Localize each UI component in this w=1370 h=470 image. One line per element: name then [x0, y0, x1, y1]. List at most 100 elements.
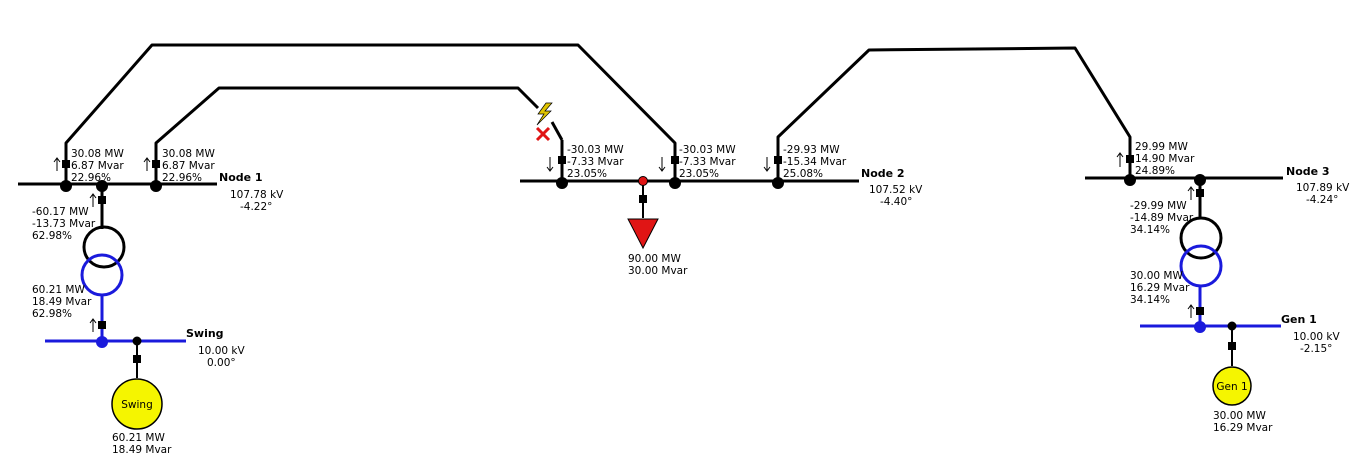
svg-text:62.98%: 62.98% [32, 230, 72, 242]
flow-arrow-icon [53, 157, 61, 171]
svg-text:6.87 Mvar: 6.87 Mvar [71, 160, 124, 172]
flow-arrow-icon [658, 157, 666, 172]
flow-arrow-icon [1187, 186, 1195, 200]
line-node1-node2-inner-open-segment[interactable] [550, 121, 564, 141]
connection-dots [60, 174, 1237, 348]
bus-voltage-node3: 107.89 kV [1296, 182, 1350, 194]
svg-text:34.14%: 34.14% [1130, 224, 1170, 236]
flow-results-n1-outer: 30.08 MW 6.87 Mvar 22.96% [71, 148, 124, 184]
bus-name-node2: Node 2 [861, 167, 905, 180]
load-node2[interactable] [627, 176, 659, 250]
bus-name-gen1: Gen 1 [1281, 313, 1317, 326]
transformer-t2-lv-winding [1179, 244, 1223, 288]
svg-text:29.99 MW: 29.99 MW [1135, 141, 1188, 153]
bus-label-node2: Node 2 107.52 kV -4.40° [861, 167, 923, 208]
svg-text:-7.33 Mvar: -7.33 Mvar [679, 156, 736, 168]
bus-voltage-swing: 10.00 kV [198, 345, 245, 357]
svg-text:16.29 Mvar: 16.29 Mvar [1213, 422, 1273, 434]
flow-results-n2-inner: -30.03 MW -7.33 Mvar 23.05% [567, 144, 624, 180]
generator-swing-results: 60.21 MW 18.49 Mvar [112, 432, 172, 456]
transformer-t2[interactable] [1179, 178, 1223, 326]
svg-text:22.96%: 22.96% [71, 172, 111, 184]
transformer-t1-lv-results: 60.21 MW 18.49 Mvar 62.98% [32, 284, 92, 320]
flow-arrow-icon [763, 157, 771, 172]
bus-name-swing: Swing [186, 327, 224, 340]
svg-text:-15.34 Mvar: -15.34 Mvar [783, 156, 847, 168]
bus-angle-node2: -4.40° [880, 196, 912, 208]
bus-name-node1: Node 1 [219, 171, 263, 184]
load-connection-dot [638, 176, 648, 186]
line-breakers [62, 155, 1134, 168]
breaker-n2-inner[interactable] [558, 156, 566, 164]
line-node2-node3[interactable] [776, 46, 1132, 181]
breaker-n1-outer[interactable] [62, 160, 70, 168]
transformer-t1-hv-winding [82, 225, 126, 269]
svg-text:90.00 MW: 90.00 MW [628, 253, 681, 265]
svg-text:25.08%: 25.08% [783, 168, 823, 180]
transformer-t2-lv-results: 30.00 MW 16.29 Mvar 34.14% [1130, 270, 1190, 306]
bus-voltage-gen1: 10.00 kV [1293, 331, 1340, 343]
bus-label-gen1: Gen 1 10.00 kV -2.15° [1281, 313, 1340, 355]
svg-text:16.29 Mvar: 16.29 Mvar [1130, 282, 1190, 294]
breaker-n2-outer[interactable] [671, 156, 679, 164]
bus-angle-node1: -4.22° [240, 201, 272, 213]
fault-lightning-icon[interactable] [536, 102, 553, 126]
svg-text:23.05%: 23.05% [567, 168, 607, 180]
bus-angle-gen1: -2.15° [1300, 343, 1332, 355]
flow-results-n1-inner: 30.08 MW 6.87 Mvar 22.96% [162, 148, 215, 184]
svg-text:30.00 MW: 30.00 MW [1213, 410, 1266, 422]
flow-arrow-icon [89, 318, 97, 332]
bus-voltage-node2: 107.52 kV [869, 184, 923, 196]
svg-text:22.96%: 22.96% [162, 172, 202, 184]
flow-results-n2-right: -29.93 MW -15.34 Mvar 25.08% [783, 144, 847, 180]
svg-text:24.89%: 24.89% [1135, 165, 1175, 177]
transformer-t2-hv-winding [1179, 216, 1223, 260]
svg-text:18.49 Mvar: 18.49 Mvar [32, 296, 92, 308]
breaker-load[interactable] [639, 195, 647, 203]
breaker-n3-left[interactable] [1126, 155, 1134, 163]
bus-label-swing: Swing 10.00 kV 0.00° [186, 327, 245, 369]
switch-open-icon[interactable] [535, 126, 551, 142]
breaker-t2-lv[interactable] [1196, 307, 1204, 315]
svg-text:-14.89 Mvar: -14.89 Mvar [1130, 212, 1194, 224]
generator-gen1[interactable]: Gen 1 [1212, 326, 1252, 406]
flow-arrow-icon [546, 157, 554, 172]
generator-swing-label: Swing [121, 399, 153, 411]
line-node1-node2-outer[interactable] [64, 43, 677, 184]
breaker-swing-gen[interactable] [133, 355, 141, 363]
transmission-lines [64, 43, 1132, 184]
breaker-n1-inner[interactable] [152, 160, 160, 168]
flow-arrow-icon [1187, 304, 1195, 318]
bus-label-node1: Node 1 107.78 kV -4.22° [219, 171, 284, 213]
flow-arrow-icon [1116, 152, 1124, 167]
svg-text:6.87 Mvar: 6.87 Mvar [162, 160, 215, 172]
breaker-t1-hv[interactable] [98, 196, 106, 204]
load-triangle-icon [627, 218, 659, 250]
breaker-gen1[interactable] [1228, 342, 1236, 350]
svg-text:30.00 MW: 30.00 MW [1130, 270, 1183, 282]
svg-text:-30.03 MW: -30.03 MW [567, 144, 624, 156]
generator-gen1-label: Gen 1 [1216, 381, 1247, 393]
line-node1-node2-inner[interactable] [154, 86, 540, 184]
breaker-n2-right[interactable] [774, 156, 782, 164]
svg-text:30.08 MW: 30.08 MW [162, 148, 215, 160]
svg-text:-29.99 MW: -29.99 MW [1130, 200, 1187, 212]
generator-swing[interactable]: Swing [111, 341, 163, 430]
transformer-t1-lv-winding [80, 253, 124, 297]
svg-text:-7.33 Mvar: -7.33 Mvar [567, 156, 624, 168]
breaker-t2-hv[interactable] [1196, 189, 1204, 197]
svg-text:-60.17 MW: -60.17 MW [32, 206, 89, 218]
breaker-t1-lv[interactable] [98, 321, 106, 329]
svg-text:30.08 MW: 30.08 MW [71, 148, 124, 160]
svg-text:23.05%: 23.05% [679, 168, 719, 180]
generator-swing-circle [111, 378, 163, 430]
svg-text:-30.03 MW: -30.03 MW [679, 144, 736, 156]
svg-text:60.21 MW: 60.21 MW [112, 432, 165, 444]
svg-text:34.14%: 34.14% [1130, 294, 1170, 306]
load-results: 90.00 MW 30.00 Mvar [628, 253, 688, 277]
svg-text:-29.93 MW: -29.93 MW [783, 144, 840, 156]
generator-gen1-results: 30.00 MW 16.29 Mvar [1213, 410, 1273, 434]
busbars [18, 176, 1283, 343]
bus-label-node3: Node 3 107.89 kV -4.24° [1286, 165, 1350, 206]
